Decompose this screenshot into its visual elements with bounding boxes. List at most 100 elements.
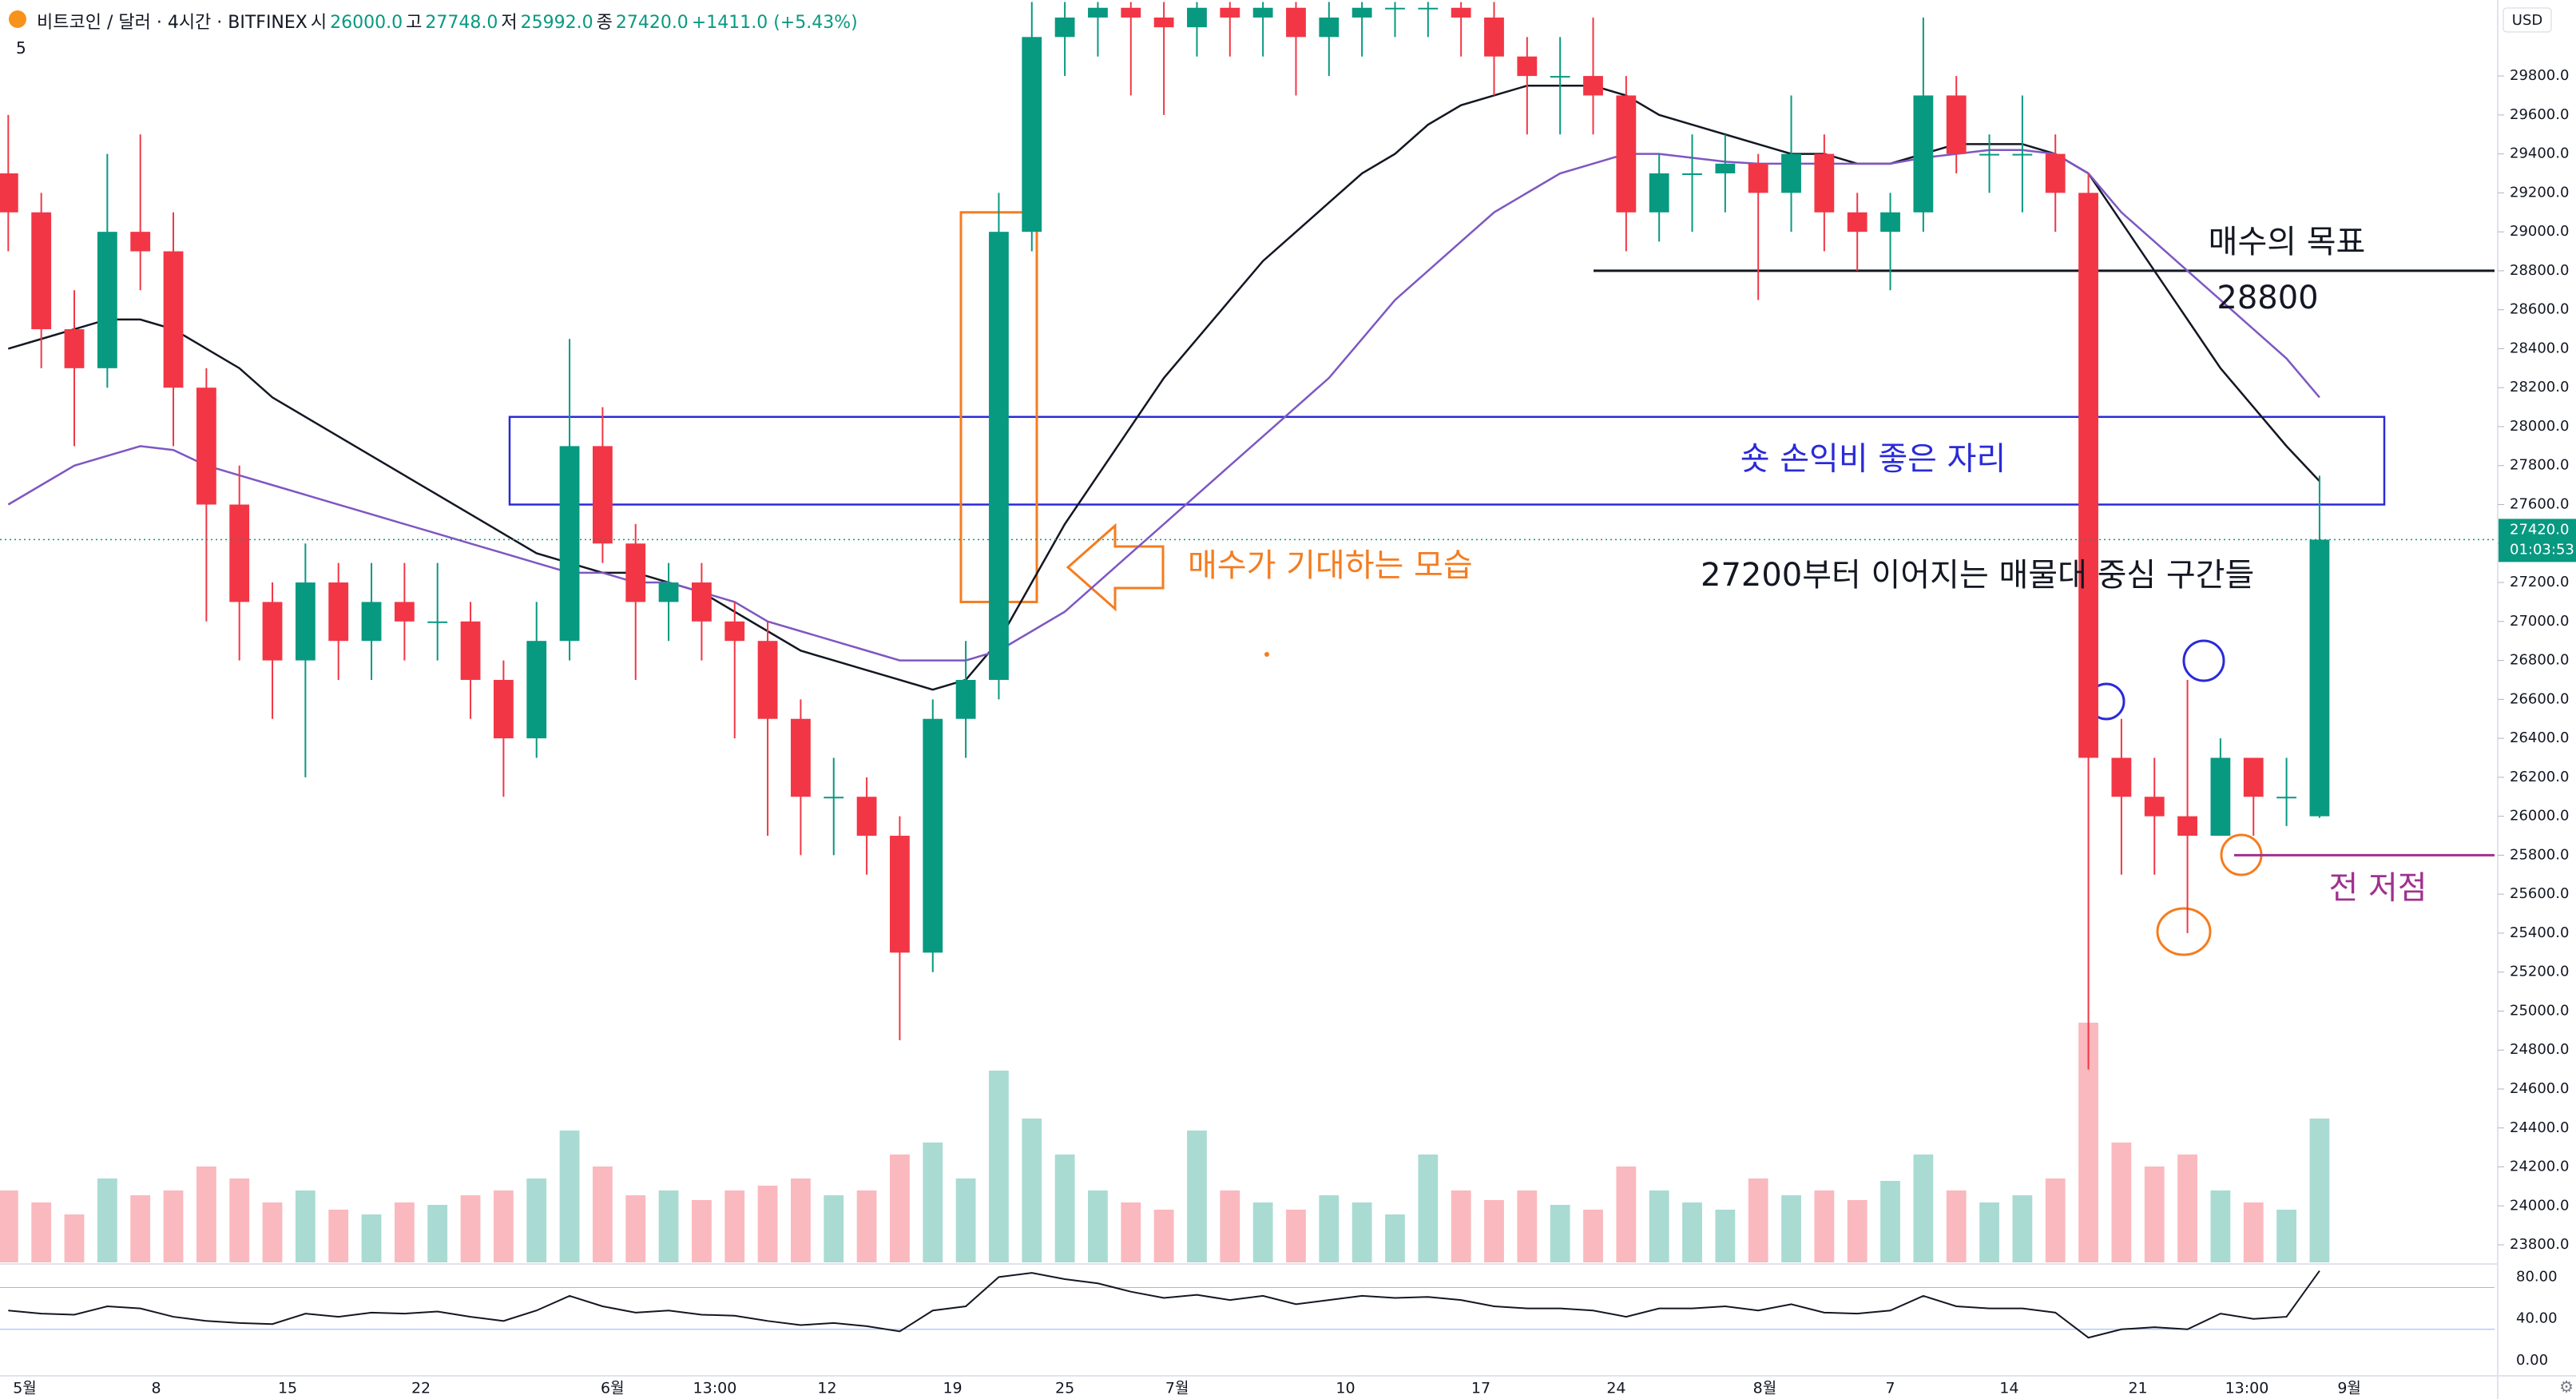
supply-label: 27200부터 이어지는 매물대 중심 구간들 (1701, 557, 2254, 594)
y-tick-label: 26200.0 (2510, 769, 2569, 785)
symbol-title: 비트코인 / 달러 · 4시간 · BITFINEX (37, 13, 308, 33)
candle-body (1286, 7, 1306, 38)
volume-bar (2012, 1195, 2033, 1262)
candle-body (1550, 76, 1570, 78)
volume-bar (1517, 1190, 1538, 1262)
candle-body (97, 232, 117, 368)
candle-body (1088, 7, 1108, 18)
volume-bar (692, 1200, 712, 1262)
volume-bar (1385, 1214, 1405, 1262)
x-tick-label: 22 (411, 1380, 431, 1397)
volume-bar (2210, 1190, 2231, 1262)
dot (1264, 652, 1269, 657)
volume-bar (97, 1178, 117, 1262)
short-zone-label: 숏 손익비 좋은 자리 (1740, 441, 2006, 478)
volume-bar (31, 1202, 52, 1262)
buy-zone-label: 매수가 기대하는 모습 (1188, 547, 1473, 584)
volume-bar (2276, 1210, 2296, 1262)
candle-body (1814, 153, 1835, 213)
y-tick-label: 25600.0 (2510, 885, 2569, 902)
circle-marker (2156, 907, 2212, 956)
indicator-toggle[interactable]: 5 (16, 38, 26, 58)
volume-bar (1054, 1155, 1075, 1262)
candle-body (64, 329, 85, 368)
volume-bar (724, 1190, 745, 1262)
candle-body (658, 582, 679, 602)
volume-bar (0, 1190, 18, 1262)
candle-body (2210, 757, 2231, 837)
volume-bar (64, 1214, 85, 1262)
candle-body (592, 446, 613, 544)
candle-body (2243, 757, 2264, 797)
volume-bar (1814, 1190, 1835, 1262)
candle-body (692, 582, 712, 622)
volume-bar (262, 1202, 283, 1262)
volume-bar (1352, 1202, 1372, 1262)
volume-bar (1088, 1190, 1108, 1262)
candle-body (757, 641, 778, 719)
volume-bar (427, 1205, 448, 1262)
y-tick-label: 28800.0 (2510, 262, 2569, 279)
candle-body (130, 232, 151, 252)
volume-bar (1484, 1200, 1504, 1262)
y-tick-label: 23800.0 (2510, 1236, 2569, 1253)
ohlc-value: 25992.0 (520, 13, 593, 33)
volume-bar (1913, 1155, 1934, 1262)
volume-bar (394, 1202, 415, 1262)
volume-bar (1286, 1210, 1306, 1262)
candle-body (460, 621, 481, 680)
candle-body (559, 446, 580, 642)
x-tick-label: 6월 (601, 1380, 625, 1397)
volume-bar (923, 1143, 943, 1262)
candle-body (163, 251, 184, 388)
candle-body (2276, 797, 2296, 799)
volume-bar (1616, 1166, 1637, 1262)
x-tick-label: 15 (278, 1380, 297, 1397)
candle-body (2078, 193, 2098, 758)
candle-body (1153, 17, 1174, 28)
volume-bar (1979, 1202, 1999, 1262)
rsi-line (8, 1270, 2320, 1339)
x-tick-label: 13:00 (693, 1380, 737, 1397)
volume-bar (1880, 1181, 1900, 1262)
candle-body (1418, 7, 1439, 10)
candle-body (724, 621, 745, 642)
x-tick-label: 9월 (2337, 1380, 2361, 1397)
candle-body (1517, 56, 1538, 77)
volume-bar (1781, 1195, 1801, 1262)
volume-bar (328, 1210, 349, 1262)
y-tick-label: 25200.0 (2510, 964, 2569, 980)
ohlc-value: 26000.0 (330, 13, 403, 33)
volume-bar (1153, 1210, 1174, 1262)
rsi-tick-label: 80.00 (2516, 1268, 2558, 1285)
candle-body (1187, 7, 1207, 28)
x-tick-label: 5월 (13, 1380, 37, 1397)
x-tick-label: 24 (1606, 1380, 1625, 1397)
volume-bar (1187, 1131, 1207, 1262)
volume-bar (196, 1166, 216, 1262)
settings-icon[interactable]: ⚙ (2559, 1377, 2574, 1397)
volume-bar (658, 1190, 679, 1262)
y-tick-label: 29800.0 (2510, 67, 2569, 84)
candle-body (791, 718, 811, 797)
ohlc-label: 종 (596, 13, 613, 33)
volume-bar (625, 1195, 646, 1262)
candle-body (1385, 7, 1405, 10)
y-tick-label: 27600.0 (2510, 496, 2569, 513)
volume-bar (1847, 1200, 1868, 1262)
x-tick-label: 25 (1055, 1380, 1074, 1397)
y-tick-label: 27000.0 (2510, 613, 2569, 630)
y-tick-label: 26600.0 (2510, 690, 2569, 707)
volume-bar (559, 1131, 580, 1262)
volume-bar (824, 1195, 844, 1262)
symbol-logo (9, 10, 26, 28)
candle-body (1252, 7, 1273, 18)
currency-box[interactable] (2503, 7, 2552, 33)
indicator-count: 5 (16, 38, 26, 58)
y-tick-label: 28000.0 (2510, 418, 2569, 435)
x-tick-label: 10 (1336, 1380, 1355, 1397)
target-label: 매수의 목표 (2209, 224, 2366, 260)
y-tick-label: 27200.0 (2510, 574, 2569, 590)
last-price-label: 27420.0 (2510, 521, 2569, 538)
